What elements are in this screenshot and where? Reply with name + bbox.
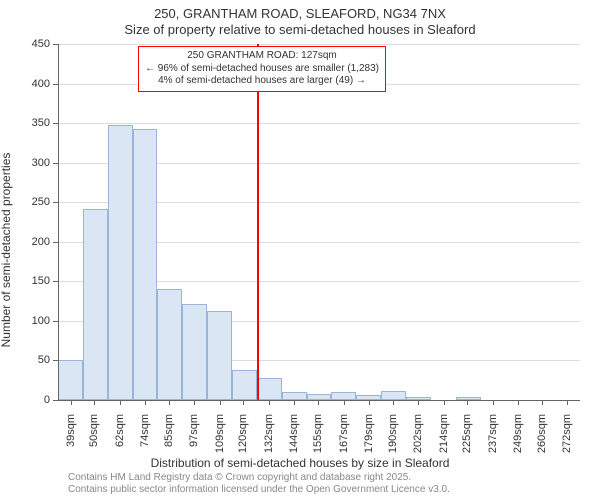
- annotation-line-1: 250 GRANTHAM ROAD: 127sqm: [145, 50, 379, 63]
- histogram-bar: [331, 392, 356, 400]
- x-tick-mark: [518, 400, 519, 405]
- x-tick-mark: [169, 400, 170, 405]
- y-axis-label: Number of semi-detached properties: [0, 153, 13, 348]
- y-tick-label: 50: [20, 354, 50, 366]
- y-tick-mark: [53, 84, 58, 85]
- x-tick-mark: [493, 400, 494, 405]
- x-tick-mark: [294, 400, 295, 405]
- y-tick-mark: [53, 44, 58, 45]
- x-tick-mark: [71, 400, 72, 405]
- x-tick-mark: [120, 400, 121, 405]
- histogram-bar: [282, 392, 307, 400]
- histogram-bar: [182, 304, 207, 401]
- annotation-line-3: 4% of semi-detached houses are larger (4…: [145, 75, 379, 88]
- x-tick-mark: [369, 400, 370, 405]
- histogram-bar: [58, 360, 83, 400]
- x-tick-mark: [393, 400, 394, 405]
- x-tick-mark: [220, 400, 221, 405]
- gridline: [58, 123, 580, 124]
- y-tick-mark: [53, 123, 58, 124]
- x-tick-mark: [467, 400, 468, 405]
- x-tick-mark: [269, 400, 270, 405]
- x-axis-label: Distribution of semi-detached houses by …: [0, 456, 600, 470]
- x-tick-mark: [344, 400, 345, 405]
- histogram-bar: [157, 289, 182, 400]
- y-tick-label: 300: [20, 157, 50, 169]
- y-tick-mark: [53, 163, 58, 164]
- x-tick-mark: [243, 400, 244, 405]
- x-tick-mark: [318, 400, 319, 405]
- y-tick-label: 100: [20, 315, 50, 327]
- reference-line: [257, 44, 259, 400]
- histogram-bar: [108, 125, 133, 400]
- annotation-line-2: ← 96% of semi-detached houses are smalle…: [145, 63, 379, 76]
- histogram-bar: [133, 129, 158, 400]
- y-tick-label: 0: [20, 394, 50, 406]
- y-tick-mark: [53, 281, 58, 282]
- histogram-bar: [83, 209, 108, 400]
- footer-line-2: Contains public sector information licen…: [68, 484, 450, 495]
- y-tick-mark: [53, 202, 58, 203]
- x-tick-mark: [542, 400, 543, 405]
- y-tick-label: 200: [20, 236, 50, 248]
- footer-line-1: Contains HM Land Registry data © Crown c…: [68, 472, 411, 483]
- x-tick-mark: [567, 400, 568, 405]
- x-tick-mark: [194, 400, 195, 405]
- y-tick-label: 250: [20, 196, 50, 208]
- gridline: [58, 44, 580, 45]
- chart-container: 250, GRANTHAM ROAD, SLEAFORD, NG34 7NX S…: [0, 0, 600, 500]
- y-tick-label: 150: [20, 275, 50, 287]
- histogram-bar: [381, 391, 406, 400]
- x-axis-line: [58, 400, 580, 401]
- y-tick-mark: [53, 242, 58, 243]
- y-tick-mark: [53, 321, 58, 322]
- y-axis-line: [58, 44, 59, 400]
- x-tick-mark: [94, 400, 95, 405]
- y-tick-label: 450: [20, 38, 50, 50]
- x-tick-mark: [145, 400, 146, 405]
- y-tick-label: 400: [20, 78, 50, 90]
- plot-area: [58, 44, 580, 400]
- annotation-box: 250 GRANTHAM ROAD: 127sqm ← 96% of semi-…: [138, 46, 386, 92]
- histogram-bar: [257, 378, 282, 400]
- x-tick-mark: [418, 400, 419, 405]
- title-line-2: Size of property relative to semi-detach…: [0, 22, 600, 37]
- y-tick-mark: [53, 400, 58, 401]
- histogram-bar: [232, 370, 257, 400]
- x-tick-mark: [444, 400, 445, 405]
- y-tick-mark: [53, 360, 58, 361]
- title-line-1: 250, GRANTHAM ROAD, SLEAFORD, NG34 7NX: [0, 6, 600, 21]
- histogram-bar: [207, 311, 232, 400]
- y-tick-label: 350: [20, 117, 50, 129]
